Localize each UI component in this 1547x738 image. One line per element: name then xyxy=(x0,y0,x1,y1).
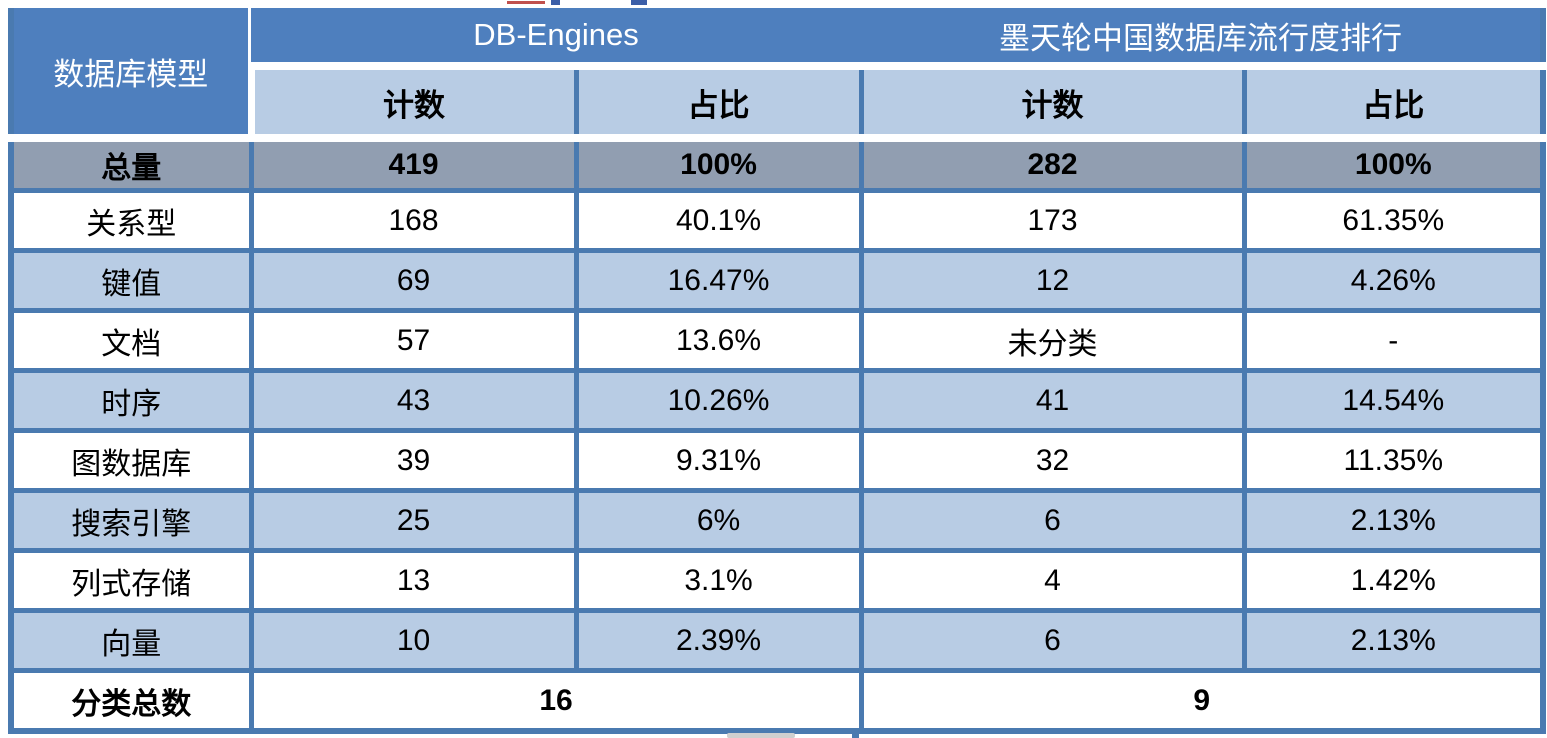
col-header-mt-percent: 占比 xyxy=(1241,62,1544,138)
table-row-relational: 关系型 168 40.1% 173 61.35% xyxy=(11,188,1544,251)
cell-db-count: 57 xyxy=(248,308,576,371)
row-label: 列式存储 xyxy=(11,548,251,611)
cell-mt-percent: 100% xyxy=(1241,134,1544,191)
cropped-text-artifact xyxy=(551,0,560,5)
table-row-search-engine: 搜索引擎 25 6% 6 2.13% xyxy=(11,488,1544,551)
cell-mt-count: 6 xyxy=(858,488,1245,551)
cell-mt-percent: 11.35% xyxy=(1241,428,1544,491)
row-label: 文档 xyxy=(11,308,251,371)
table-row-key-value: 键值 69 16.47% 12 4.26% xyxy=(11,248,1544,311)
table-row-document: 文档 57 13.6% 未分类 - xyxy=(11,308,1544,371)
cell-mt-count: 未分类 xyxy=(858,308,1245,371)
col-header-db-percent: 占比 xyxy=(573,62,862,138)
col-header-db-count: 计数 xyxy=(247,62,576,138)
group-header-row: 数据库模型 DB-Engines 墨天轮中国数据库流行度排行 xyxy=(11,8,1544,138)
col-header-mt-count: 计数 xyxy=(858,62,1245,138)
table-row-vector: 向量 10 2.39% 6 2.13% xyxy=(11,608,1544,671)
table-row-columnar: 列式存储 13 3.1% 4 1.42% xyxy=(11,548,1544,611)
row-label: 键值 xyxy=(11,248,251,311)
cell-mt-count: 12 xyxy=(858,248,1245,311)
cell-mt-count: 4 xyxy=(858,548,1245,611)
table-row-total: 总量 419 100% 282 100% xyxy=(11,134,1544,191)
cell-mt-percent: 2.13% xyxy=(1241,488,1544,551)
cell-db-count: 168 xyxy=(248,188,576,251)
cell-mt-count: 32 xyxy=(858,428,1245,491)
cell-mt-count: 173 xyxy=(858,188,1245,251)
cell-mt-category-total: 9 xyxy=(858,668,1544,731)
cell-db-count: 13 xyxy=(248,548,576,611)
row-label: 搜索引擎 xyxy=(11,488,251,551)
cell-db-count: 69 xyxy=(248,248,576,311)
row-label: 关系型 xyxy=(11,188,251,251)
cell-mt-percent: 61.35% xyxy=(1241,188,1544,251)
cell-db-percent: 16.47% xyxy=(573,248,862,311)
cropped-text-artifact xyxy=(631,0,647,5)
cell-mt-count: 282 xyxy=(858,134,1245,191)
row-label: 总量 xyxy=(11,134,251,191)
cell-db-percent: 3.1% xyxy=(573,548,862,611)
cell-mt-percent: 1.42% xyxy=(1241,548,1544,611)
cell-db-count: 10 xyxy=(248,608,576,671)
scrollbar-fragment xyxy=(727,733,795,738)
group-header-db-engines: DB-Engines xyxy=(251,8,862,66)
cell-db-count: 419 xyxy=(248,134,576,191)
cell-db-percent: 6% xyxy=(573,488,862,551)
cell-db-percent: 13.6% xyxy=(573,308,862,371)
table-row-graph: 图数据库 39 9.31% 32 11.35% xyxy=(11,428,1544,491)
table-row-category-totals: 分类总数 16 9 xyxy=(11,668,1544,731)
cell-mt-percent: - xyxy=(1241,308,1544,371)
cell-mt-percent: 2.13% xyxy=(1241,608,1544,671)
row-label: 向量 xyxy=(11,608,251,671)
row-label: 时序 xyxy=(11,368,251,431)
table-row-time-series: 时序 43 10.26% 41 14.54% xyxy=(11,368,1544,431)
sub-header-row: 计数 占比 计数 占比 xyxy=(11,62,1544,138)
cell-mt-count: 41 xyxy=(858,368,1245,431)
cell-db-count: 43 xyxy=(248,368,576,431)
corner-header-cell: 数据库模型 xyxy=(11,8,251,138)
border-stub-artifact xyxy=(852,732,859,738)
cell-db-percent: 10.26% xyxy=(573,368,862,431)
cell-db-count: 39 xyxy=(248,428,576,491)
cell-mt-count: 6 xyxy=(858,608,1245,671)
cropped-text-artifact xyxy=(507,1,545,4)
cell-db-percent: 100% xyxy=(573,134,862,191)
database-model-comparison-table: 数据库模型 DB-Engines 墨天轮中国数据库流行度排行 计数 占比 计数 … xyxy=(8,8,1547,734)
cell-db-percent: 2.39% xyxy=(573,608,862,671)
row-label: 图数据库 xyxy=(11,428,251,491)
group-header-motianlun: 墨天轮中国数据库流行度排行 xyxy=(861,8,1544,66)
cell-mt-percent: 14.54% xyxy=(1241,368,1544,431)
row-label: 分类总数 xyxy=(11,668,251,731)
cell-db-percent: 40.1% xyxy=(573,188,862,251)
cell-db-count: 25 xyxy=(248,488,576,551)
cell-mt-percent: 4.26% xyxy=(1241,248,1544,311)
cell-db-category-total: 16 xyxy=(248,668,862,731)
cell-db-percent: 9.31% xyxy=(573,428,862,491)
